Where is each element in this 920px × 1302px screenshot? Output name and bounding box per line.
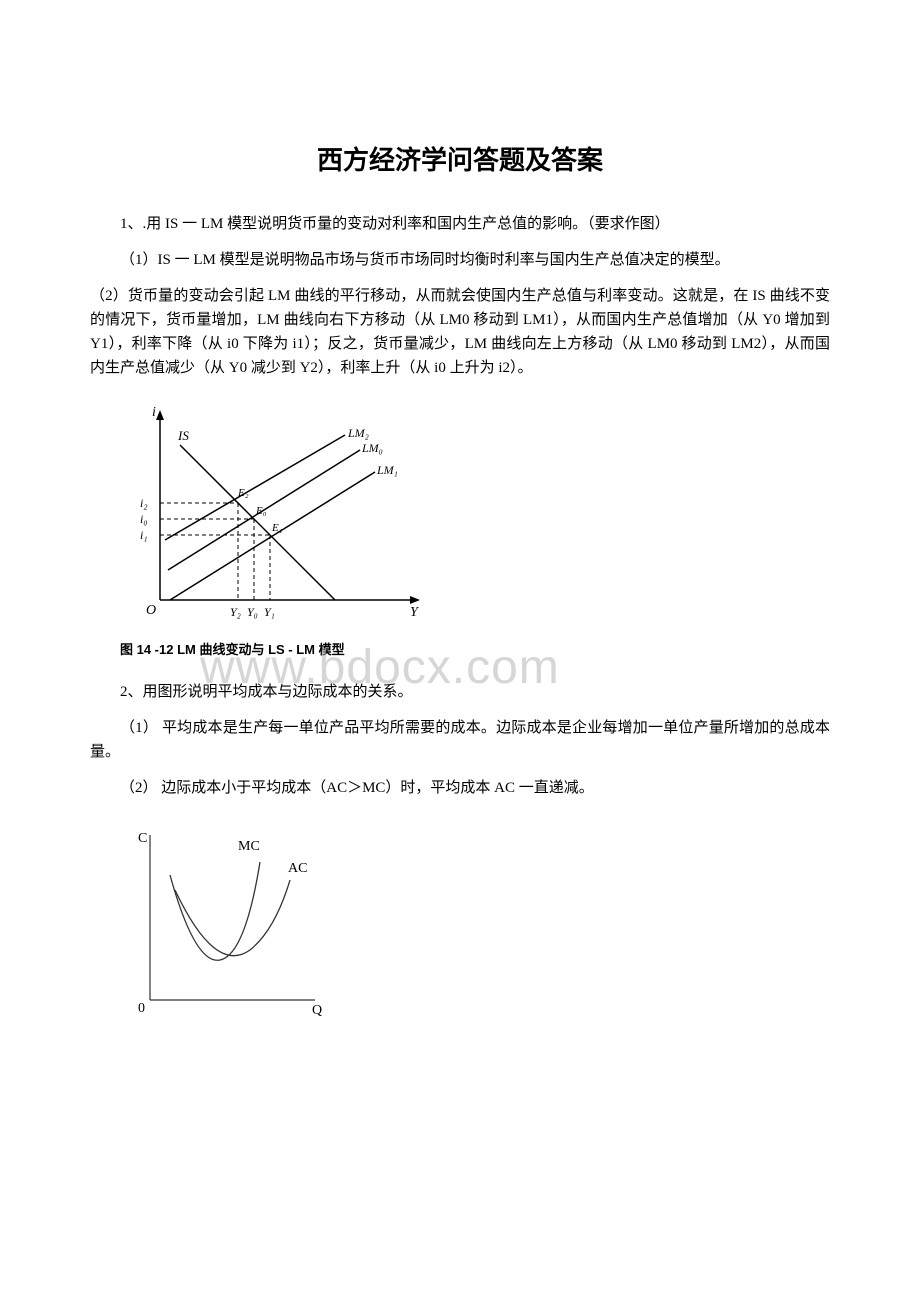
q2-answer-1: （1） 平均成本是生产每一单位产品平均所需要的成本。边际成本是企业每增加一单位产… bbox=[90, 716, 830, 764]
svg-text:i₀: i₀ bbox=[140, 512, 148, 526]
svg-text:AC: AC bbox=[288, 861, 307, 876]
svg-text:i: i bbox=[152, 405, 156, 420]
svg-text:IS: IS bbox=[177, 428, 189, 443]
q2-question: 2、用图形说明平均成本与边际成本的关系。 bbox=[90, 680, 830, 704]
q1-answer-2: （2）货币量的变动会引起 LM 曲线的平行移动，从而就会使国内生产总值与利率变动… bbox=[90, 284, 830, 380]
svg-text:MC: MC bbox=[238, 839, 260, 854]
svg-text:0: 0 bbox=[138, 1001, 145, 1016]
svg-text:i₂: i₂ bbox=[140, 496, 148, 510]
svg-text:E₂: E₂ bbox=[237, 487, 249, 499]
svg-text:Y: Y bbox=[410, 605, 420, 620]
svg-text:Q: Q bbox=[312, 1003, 322, 1018]
q1-answer-1: （1）IS 一 LM 模型是说明物品市场与货币市场同时均衡时利率与国内生产总值决… bbox=[90, 248, 830, 272]
q1-question: 1、.用 IS 一 LM 模型说明货币量的变动对利率和国内生产总值的影响。（要求… bbox=[90, 212, 830, 236]
svg-text:E₀: E₀ bbox=[255, 505, 267, 517]
page-title: 西方经济学问答题及答案 bbox=[90, 140, 830, 182]
svg-text:LM₂: LM₂ bbox=[347, 426, 369, 440]
svg-text:i₁: i₁ bbox=[140, 528, 148, 542]
figure-2-cost-curves: C Q 0 MC AC bbox=[120, 820, 830, 1020]
figure-1-caption: 图 14 -12 LM 曲线变动与 LS - LM 模型 bbox=[120, 640, 830, 661]
svg-text:E₁: E₁ bbox=[271, 522, 283, 534]
svg-text:LM₀: LM₀ bbox=[361, 441, 383, 455]
svg-text:Y₁: Y₁ bbox=[264, 605, 275, 619]
q2-answer-2: （2） 边际成本小于平均成本（AC＞MC）时，平均成本 AC 一直递减。 bbox=[90, 776, 830, 800]
svg-text:LM₁: LM₁ bbox=[376, 463, 398, 477]
svg-text:C: C bbox=[138, 831, 147, 846]
svg-text:Y₀: Y₀ bbox=[247, 605, 258, 619]
svg-text:O: O bbox=[146, 603, 156, 618]
svg-text:Y₂: Y₂ bbox=[230, 605, 241, 619]
figure-1-islm: i Y O IS LM₂ LM₀ LM₁ E₂ E₀ E₁ i₂ i₀ i₁ Y… bbox=[120, 400, 830, 630]
